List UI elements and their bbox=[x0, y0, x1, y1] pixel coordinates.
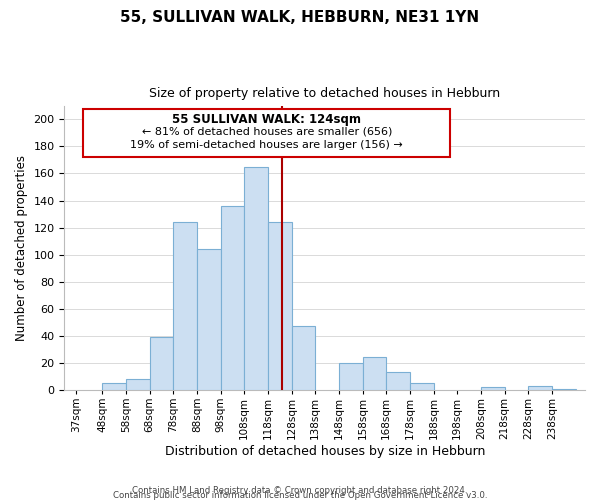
Bar bbox=[292, 326, 315, 390]
Text: 55, SULLIVAN WALK, HEBBURN, NE31 1YN: 55, SULLIVAN WALK, HEBBURN, NE31 1YN bbox=[121, 10, 479, 25]
Text: Contains public sector information licensed under the Open Government Licence v3: Contains public sector information licen… bbox=[113, 490, 487, 500]
Bar bbox=[481, 387, 505, 390]
Bar bbox=[339, 363, 362, 390]
Text: Contains HM Land Registry data © Crown copyright and database right 2024.: Contains HM Land Registry data © Crown c… bbox=[132, 486, 468, 495]
Bar bbox=[221, 206, 244, 390]
Y-axis label: Number of detached properties: Number of detached properties bbox=[15, 155, 28, 341]
X-axis label: Distribution of detached houses by size in Hebburn: Distribution of detached houses by size … bbox=[164, 444, 485, 458]
Bar bbox=[102, 383, 126, 390]
Bar bbox=[528, 386, 552, 390]
Bar bbox=[197, 249, 221, 390]
FancyBboxPatch shape bbox=[83, 108, 450, 157]
Text: ← 81% of detached houses are smaller (656): ← 81% of detached houses are smaller (65… bbox=[142, 126, 392, 136]
Bar bbox=[149, 337, 173, 390]
Bar bbox=[386, 372, 410, 390]
Text: 19% of semi-detached houses are larger (156) →: 19% of semi-detached houses are larger (… bbox=[130, 140, 403, 150]
Bar bbox=[362, 358, 386, 390]
Bar bbox=[268, 222, 292, 390]
Bar bbox=[244, 166, 268, 390]
Bar bbox=[552, 388, 575, 390]
Bar bbox=[173, 222, 197, 390]
Bar bbox=[410, 383, 434, 390]
Bar bbox=[126, 379, 149, 390]
Text: 55 SULLIVAN WALK: 124sqm: 55 SULLIVAN WALK: 124sqm bbox=[172, 113, 361, 126]
Title: Size of property relative to detached houses in Hebburn: Size of property relative to detached ho… bbox=[149, 88, 500, 101]
